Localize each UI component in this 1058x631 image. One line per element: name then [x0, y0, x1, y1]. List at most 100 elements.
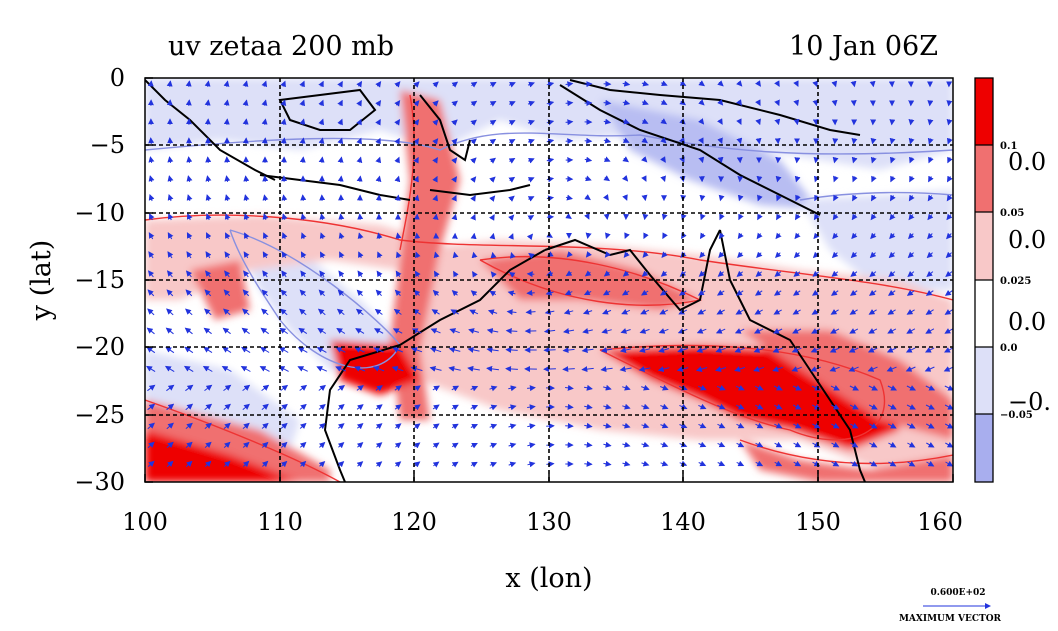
wind-vector: [375, 175, 382, 183]
wind-vector: [261, 460, 269, 468]
wind-vector: [889, 156, 896, 164]
wind-vector: [320, 251, 326, 259]
wind-vector: [831, 460, 840, 467]
wind-vector: [317, 308, 326, 316]
wind-vector: [946, 213, 953, 221]
wind-vector: [641, 422, 650, 429]
wind-vector: [242, 80, 249, 88]
wind-vector: [640, 289, 649, 296]
colorbar-level: [975, 78, 993, 145]
wind-vector: [204, 99, 211, 106]
wind-vector: [757, 194, 763, 202]
wind-vector: [527, 404, 536, 411]
wind-vector: [813, 175, 820, 183]
wind-vector: [281, 251, 288, 259]
wind-vector: [812, 422, 821, 429]
wind-vector: [394, 289, 402, 297]
wind-vector: [641, 175, 647, 182]
wind-vector: [622, 156, 630, 163]
wind-vector: [525, 308, 536, 315]
wind-vector: [489, 232, 496, 240]
wind-vector: [356, 118, 362, 126]
wind-vector: [603, 118, 612, 125]
wind-vector: [582, 328, 593, 334]
wind-vector: [486, 327, 499, 334]
wind-vector: [716, 384, 726, 391]
wind-vector: [528, 158, 535, 164]
wind-vector: [774, 460, 783, 467]
wind-vector: [907, 251, 915, 259]
wind-vector: [394, 461, 402, 468]
wind-vector: [830, 328, 840, 334]
wind-vector: [413, 100, 420, 107]
wind-vector: [241, 327, 250, 335]
wind-vector: [736, 80, 743, 87]
wind-vector: [261, 118, 268, 125]
wind-vector: [356, 156, 363, 164]
wind-vector: [660, 460, 669, 467]
wind-vector: [908, 213, 915, 221]
wind-vector: [944, 328, 953, 334]
wind-vector: [600, 347, 613, 354]
wind-vector: [451, 442, 459, 449]
wind-vector: [565, 194, 573, 201]
wind-vector: [622, 99, 631, 106]
wind-vector: [699, 232, 706, 240]
wind-vector: [584, 441, 593, 448]
wind-vector: [262, 251, 269, 259]
wind-vector: [433, 251, 440, 259]
wind-vector: [659, 308, 669, 315]
wind-vector: [223, 118, 230, 125]
wind-vector: [300, 213, 307, 220]
wind-vector: [147, 270, 155, 278]
wind-vector: [335, 366, 347, 372]
wind-vector: [281, 270, 288, 278]
colorbar-big-label: 0.0: [1008, 148, 1046, 176]
wind-vector: [791, 347, 802, 353]
wind-vector: [299, 422, 307, 430]
wind-vector: [300, 270, 307, 278]
wind-vector: [736, 270, 744, 277]
wind-vector: [925, 404, 935, 410]
wind-vector: [337, 175, 344, 182]
wind-vector: [830, 385, 840, 391]
wind-vector: [926, 270, 934, 278]
wind-vector: [262, 270, 269, 278]
wind-vector: [394, 156, 400, 164]
wind-vector: [848, 366, 859, 372]
wind-vector: [374, 328, 384, 334]
wind-vector: [944, 404, 953, 410]
wind-vector: [850, 80, 857, 88]
wind-vector: [925, 328, 935, 334]
wind-vector: [832, 232, 839, 240]
wind-vector: [736, 403, 745, 410]
wind-vector: [888, 251, 896, 259]
wind-vector: [813, 213, 820, 221]
wind-vector: [867, 347, 878, 353]
wind-vector: [243, 175, 250, 182]
wind-vector: [489, 176, 496, 183]
wind-vector: [509, 252, 516, 259]
wind-vector: [734, 347, 745, 353]
map-title: uv zetaa 200 mb: [168, 31, 394, 62]
wind-vector: [945, 270, 953, 278]
wind-vector: [888, 270, 896, 278]
wind-vector: [944, 289, 953, 296]
x-tick-label: 130: [526, 508, 572, 536]
wind-vector: [489, 101, 497, 107]
wind-vector: [394, 137, 400, 145]
wind-vector: [165, 346, 175, 354]
wind-vector: [565, 119, 574, 126]
wind-vector: [508, 442, 517, 449]
wind-vector: [280, 422, 288, 430]
wind-vector: [698, 270, 706, 277]
wind-vector: [927, 213, 934, 221]
wind-vector: [432, 461, 440, 468]
wind-vector: [812, 441, 821, 448]
wind-vector: [489, 119, 497, 126]
wind-vector: [527, 423, 536, 430]
wind-vector: [490, 251, 497, 259]
wind-vector: [660, 175, 666, 183]
wind-vector: [717, 137, 723, 145]
pos-region-southwest-strong: [145, 430, 300, 482]
